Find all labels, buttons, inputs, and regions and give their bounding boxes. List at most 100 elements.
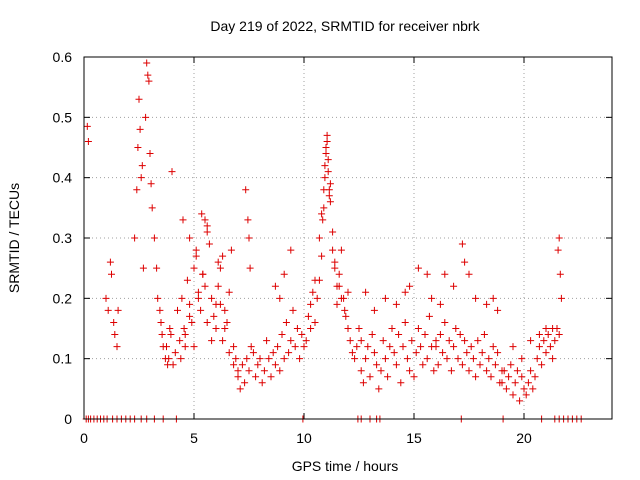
data-point	[321, 162, 329, 170]
data-point	[406, 367, 414, 375]
data-point	[241, 379, 249, 387]
data-point	[436, 300, 444, 308]
data-point	[296, 355, 304, 363]
data-point	[274, 343, 282, 351]
data-point	[324, 168, 332, 176]
data-point	[518, 355, 526, 363]
data-point	[542, 349, 550, 357]
data-point	[331, 258, 339, 266]
data-point	[483, 300, 491, 308]
data-point	[401, 288, 409, 296]
data-point	[234, 373, 242, 381]
data-point	[359, 379, 367, 387]
data-point	[242, 186, 250, 194]
data-point	[320, 186, 328, 194]
y-tick-label: 0.1	[53, 351, 73, 367]
data-point	[139, 264, 147, 272]
data-point	[320, 204, 328, 212]
data-point	[315, 234, 323, 242]
axis-ticks	[83, 56, 612, 420]
data-point	[368, 331, 376, 339]
data-point	[329, 246, 337, 254]
data-point	[458, 240, 466, 248]
x-tick-label: 5	[190, 430, 198, 446]
y-tick-labels: 0 0.1 0.2 0.3 0.4 0.5 0.6	[53, 49, 73, 427]
data-point	[131, 234, 139, 242]
x-tick-label: 15	[406, 430, 422, 446]
data-point	[557, 294, 565, 302]
data-point	[137, 174, 145, 182]
data-point	[114, 306, 122, 314]
data-point	[186, 312, 194, 320]
data-point	[113, 343, 121, 351]
data-point	[425, 312, 433, 320]
y-axis-title: SRMTID / TECUs	[6, 183, 22, 293]
data-point	[511, 379, 519, 387]
data-point	[208, 337, 216, 345]
data-point	[154, 294, 162, 302]
data-point	[555, 331, 563, 339]
data-point	[450, 282, 458, 290]
data-point	[219, 252, 227, 260]
data-point	[221, 325, 229, 332]
data-point	[337, 246, 345, 254]
data-point	[531, 373, 539, 381]
data-point	[318, 252, 326, 260]
data-point	[357, 367, 365, 375]
data-point	[171, 349, 179, 357]
data-point	[168, 168, 176, 176]
data-point	[344, 288, 352, 296]
data-point	[388, 325, 396, 332]
data-point	[148, 204, 156, 212]
data-point	[344, 325, 352, 332]
data-point	[505, 373, 513, 381]
data-point	[513, 367, 521, 375]
data-point	[311, 318, 319, 326]
data-point	[247, 343, 255, 351]
data-point	[147, 180, 155, 188]
data-point	[353, 343, 361, 351]
data-point	[214, 282, 222, 290]
y-tick-label: 0.5	[53, 109, 73, 125]
grid-lines	[84, 57, 612, 419]
data-point	[421, 331, 429, 339]
data-point	[144, 71, 152, 79]
data-point	[390, 349, 398, 357]
data-point	[190, 343, 198, 351]
data-point	[478, 349, 486, 357]
data-point	[201, 282, 209, 290]
data-point	[527, 367, 535, 375]
data-point	[549, 325, 557, 332]
y-tick-label: 0	[64, 411, 72, 427]
data-point	[201, 216, 209, 224]
data-point	[238, 361, 246, 369]
data-point	[373, 361, 381, 369]
x-tick-label: 10	[296, 430, 312, 446]
data-point	[341, 306, 349, 314]
data-point	[461, 337, 469, 345]
data-point	[522, 391, 530, 399]
data-point	[138, 162, 146, 170]
data-point	[104, 306, 112, 314]
data-point	[412, 349, 420, 357]
data-point	[135, 95, 143, 103]
data-point	[197, 306, 205, 314]
data-point	[500, 367, 508, 375]
data-point	[178, 294, 186, 302]
data-point	[436, 331, 444, 339]
data-point	[485, 355, 493, 363]
data-point	[150, 234, 158, 242]
data-point	[392, 300, 400, 308]
data-point	[256, 355, 264, 363]
data-point	[198, 210, 206, 218]
data-point	[188, 318, 196, 326]
data-point	[166, 325, 174, 332]
data-point	[212, 300, 220, 308]
data-point	[232, 355, 240, 363]
data-point	[370, 306, 378, 314]
data-point	[145, 77, 153, 85]
data-point	[276, 367, 284, 375]
data-point	[134, 144, 142, 151]
data-point	[179, 216, 187, 224]
data-point	[494, 306, 502, 314]
